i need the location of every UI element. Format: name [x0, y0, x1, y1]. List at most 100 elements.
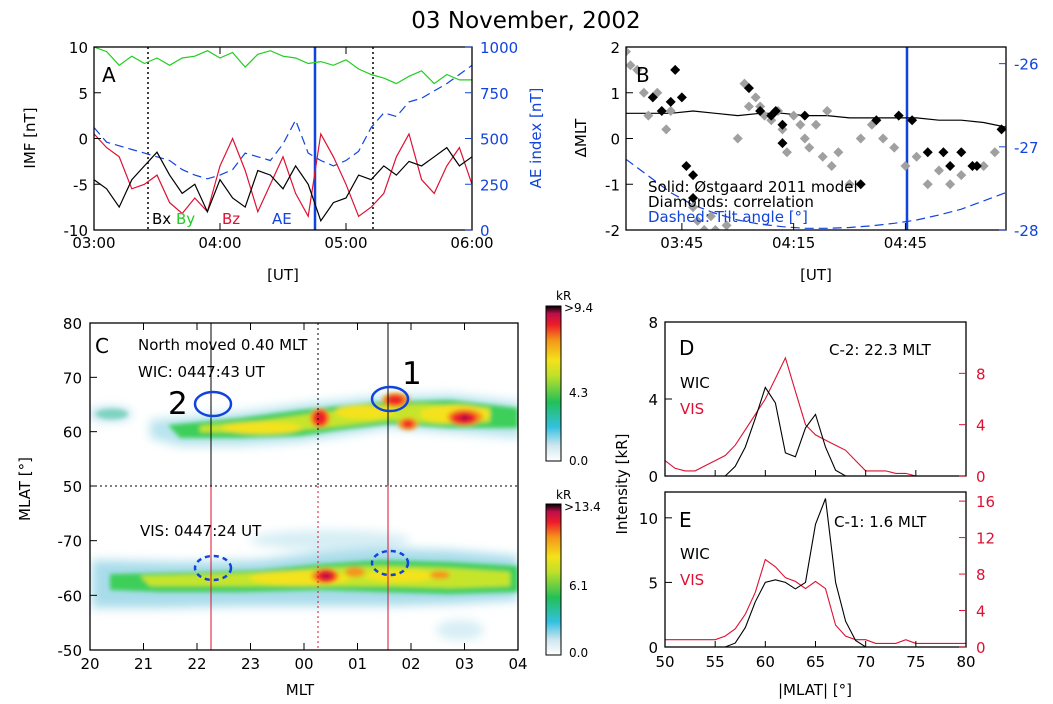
panel-c-marker-2: 2 — [168, 386, 188, 422]
black-diamond — [907, 115, 918, 126]
legend-bz: Bz — [222, 210, 240, 228]
ytick-right-label: 4 — [976, 603, 986, 621]
colorbar-bottom-mid: 6.1 — [569, 579, 588, 593]
panel-a: 03:00 04:00 05:00 06:00 10 5 0 -5 -10 1000 750 500 2… — [21, 39, 545, 284]
black-diamond — [770, 106, 781, 117]
gray-diamond — [826, 160, 837, 171]
gray-diamond — [900, 160, 911, 171]
panel-c-ytick-label: 60 — [63, 424, 82, 442]
gray-diamond — [661, 124, 672, 135]
panel-a-xtick-label: 03:00 — [72, 234, 115, 252]
panel-a-plot-area — [94, 47, 472, 230]
panel-d-label: C-2: 22.3 MLT — [829, 341, 932, 359]
gray-diamond — [710, 225, 721, 230]
south-oval-hotspot — [317, 571, 335, 581]
ytick-label: 8 — [648, 314, 658, 332]
panel-c-ytick-label: -70 — [58, 533, 83, 551]
north-oval-hotspots — [314, 396, 476, 427]
gray-diamond — [781, 147, 792, 158]
gray-diamond — [978, 160, 989, 171]
panel-c-vis-time: VIS: 0447:24 UT — [140, 522, 262, 540]
gray-diamond — [632, 64, 643, 75]
colorbar-bottom-max: >13.4 — [564, 500, 601, 514]
panel-c-xtick-label: 01 — [348, 655, 367, 673]
gray-diamond — [743, 101, 754, 112]
panel-c-ytick-label: 80 — [63, 315, 82, 333]
panel-a-ytick-right-label: 1000 — [480, 39, 518, 57]
colorbar-top-mid: 4.3 — [569, 386, 588, 400]
ae-index-line — [94, 64, 472, 180]
panel-c-xlabel: MLT — [286, 681, 315, 699]
black-diamond — [971, 160, 982, 171]
panel-a-letter: A — [102, 63, 116, 87]
panel-a-ytick-label: -5 — [73, 176, 88, 194]
panel-a-ytick-right-label: 500 — [480, 131, 509, 149]
gray-diamond — [638, 87, 649, 98]
panel-b-plot-area — [626, 47, 1006, 230]
north-circle-1 — [370, 385, 410, 413]
gray-diamond — [833, 147, 844, 158]
panel-c-xtick-label: 03 — [455, 655, 474, 673]
panel-a-xtick-label: 06:00 — [450, 234, 493, 252]
panel-c-ytick-label: -50 — [58, 642, 83, 660]
gray-diamond — [799, 133, 810, 144]
colorbar-bottom-unit: kR — [556, 488, 571, 502]
gray-diamond — [989, 147, 1000, 158]
panel-a-ylabel-right: AE index [nT] — [527, 88, 545, 189]
gray-diamond — [788, 110, 799, 121]
panel-d: 8 4 0 8 4 0 D C-2: 22.3 MLT WIC VIS — [648, 314, 985, 486]
legend-by: By — [176, 210, 195, 228]
black-diamond — [681, 160, 692, 171]
ytick-label: 4 — [648, 391, 658, 409]
north-circle-2 — [193, 390, 233, 418]
black-diamond — [676, 92, 687, 103]
panel-c-moved-text: North moved 0.40 MLT — [138, 336, 308, 354]
panel-e-xlabel: |MLAT| [°] — [778, 681, 852, 699]
gray-diamond — [750, 92, 761, 103]
bx-line — [94, 146, 472, 223]
black-diamond — [755, 106, 766, 117]
intensity-ylabel: Intensity [kR] — [613, 434, 631, 535]
south-circle-2 — [193, 554, 233, 582]
ytick-right-label: 8 — [976, 566, 986, 584]
south-circle-1 — [370, 549, 410, 577]
ytick-right-label: 12 — [976, 530, 995, 548]
panel-c-wic-time: WIC: 0447:43 UT — [138, 363, 266, 381]
legend-ae: AE — [272, 210, 292, 228]
xtick-label: 50 — [655, 653, 674, 671]
colorbar-bottom-min: 0.0 — [569, 646, 588, 660]
panel-d-legend-vis: VIS — [680, 400, 704, 418]
panel-c-marker-1: 1 — [402, 356, 422, 392]
gray-diamond — [665, 106, 676, 117]
gray-diamond — [933, 165, 944, 176]
panel-b-ytick-right-label: -28 — [1014, 222, 1039, 240]
black-diamonds — [647, 64, 1006, 203]
model-line — [626, 110, 1006, 128]
gray-diamond — [804, 142, 815, 153]
gray-diamond — [721, 220, 732, 230]
gray-diamond — [732, 133, 743, 144]
panel-b-ytick-label: 0 — [610, 131, 620, 149]
panel-d-ticks: 8 4 0 8 4 0 — [648, 314, 985, 486]
panel-a-ytick-label: -10 — [64, 222, 89, 240]
panel-b-note-diamonds: Diamonds: correlation — [648, 193, 814, 211]
xtick-label: 80 — [956, 653, 975, 671]
black-diamond — [956, 147, 967, 158]
gray-diamond — [626, 60, 636, 71]
black-diamond — [777, 138, 788, 149]
black-diamond — [777, 119, 788, 130]
gray-diamond — [922, 179, 933, 190]
panel-b-xtick-label: 03:45 — [660, 234, 703, 252]
legend-bx: Bx — [152, 210, 171, 228]
panel-c-ytick-label: 70 — [63, 369, 82, 387]
panel-a-ytick-label: 5 — [78, 85, 88, 103]
panel-b-ytick-right-label: -27 — [1014, 139, 1039, 157]
panel-a-ytick-right-label: 0 — [480, 222, 490, 240]
panel-b-ytick-label: 2 — [610, 39, 620, 57]
panel-a-xtick-label: 04:00 — [198, 234, 241, 252]
by-line — [94, 47, 472, 85]
panel-b: 03:45 04:15 04:45 2 1 0 -1 -2 -26 -27 -28 B Solid:… — [572, 39, 1039, 284]
